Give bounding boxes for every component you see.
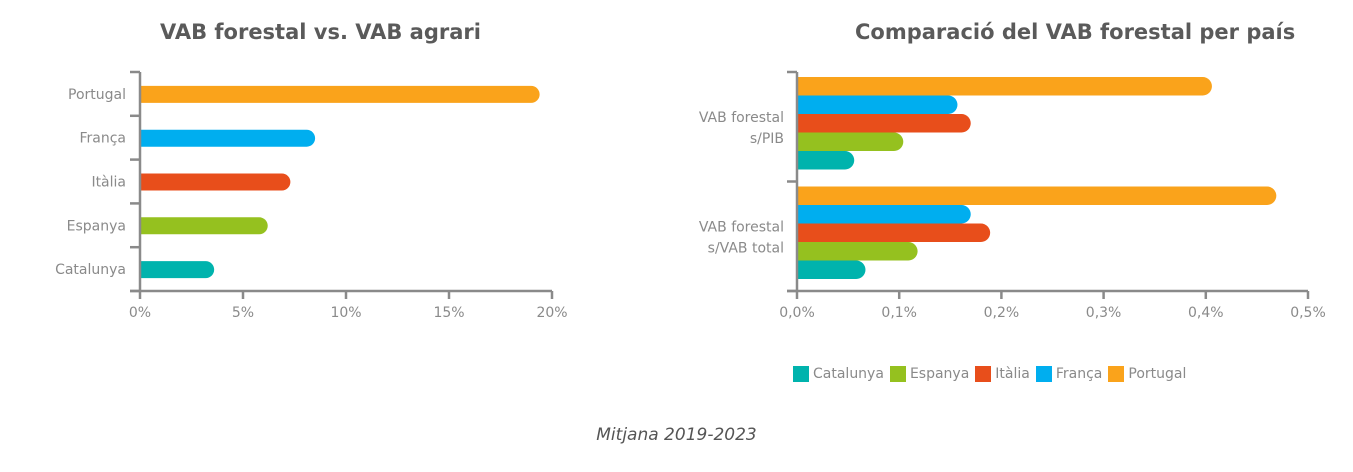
category-label: s/PIB bbox=[750, 131, 784, 147]
legend-label: França bbox=[1055, 366, 1103, 382]
bar-frança-vab-total bbox=[797, 205, 971, 224]
category-label: França bbox=[79, 131, 126, 147]
legend-label: Espanya bbox=[909, 366, 970, 382]
x-tick-label: 0,0% bbox=[779, 305, 815, 321]
category-label: VAB forestal bbox=[699, 219, 784, 235]
x-tick-label: 0,3% bbox=[1086, 305, 1122, 321]
x-tick-label: 0,1% bbox=[881, 305, 917, 321]
x-tick-label: 0,4% bbox=[1188, 305, 1224, 321]
bar-portugal-vab-total bbox=[797, 186, 1277, 205]
legend-swatch bbox=[1108, 366, 1125, 382]
legend-item-catalunya: Catalunya bbox=[793, 366, 884, 382]
legend-swatch bbox=[975, 366, 992, 382]
category-label: Catalunya bbox=[55, 262, 126, 278]
x-tick-label: 10% bbox=[330, 305, 361, 321]
bar-itàlia-pib bbox=[797, 114, 971, 133]
category-label: s/VAB total bbox=[708, 240, 784, 256]
x-tick-label: 0% bbox=[129, 305, 151, 321]
legend-label: Portugal bbox=[1128, 366, 1187, 382]
x-tick-label: 0,5% bbox=[1290, 305, 1326, 321]
footer-note: Mitjana 2019-2023 bbox=[596, 425, 757, 445]
legend-item-espanya: Espanya bbox=[889, 366, 970, 382]
legend-swatch bbox=[889, 366, 906, 382]
category-label: Portugal bbox=[68, 87, 126, 103]
x-tick-label: 20% bbox=[536, 305, 567, 321]
bar-itàlia bbox=[140, 173, 291, 191]
category-label: Espanya bbox=[67, 218, 126, 234]
bar-catalunya bbox=[140, 261, 215, 279]
bar-portugal bbox=[140, 85, 540, 103]
category-label: Itàlia bbox=[91, 175, 126, 191]
bar-catalunya-pib bbox=[797, 151, 855, 170]
bar-espanya-vab-total bbox=[797, 242, 918, 261]
legend-item-portugal: Portugal bbox=[1108, 366, 1186, 382]
x-tick-label: 5% bbox=[232, 305, 254, 321]
bar-frança-pib bbox=[797, 95, 958, 114]
legend: Catalunya Espanya Itàlia França Portugal bbox=[793, 366, 1186, 382]
left-chart-title: VAB forestal vs. VAB agrari bbox=[160, 20, 481, 44]
bar-espanya bbox=[140, 217, 268, 235]
bar-portugal-pib bbox=[797, 77, 1212, 96]
x-tick-label: 0,2% bbox=[984, 305, 1020, 321]
bar-itàlia-vab-total bbox=[797, 223, 991, 242]
legend-item-frança: França bbox=[1035, 366, 1103, 382]
legend-item-itàlia: Itàlia bbox=[975, 366, 1030, 382]
bar-espanya-pib bbox=[797, 132, 904, 151]
x-tick-label: 15% bbox=[433, 305, 464, 321]
right-chart-title: Comparació del VAB forestal per país bbox=[855, 20, 1296, 44]
category-label: VAB forestal bbox=[699, 110, 784, 126]
legend-label: Catalunya bbox=[813, 366, 884, 382]
legend-swatch bbox=[793, 366, 809, 382]
legend-swatch bbox=[1035, 366, 1052, 382]
bar-catalunya-vab-total bbox=[797, 260, 866, 279]
bar-frança bbox=[140, 129, 316, 147]
legend-label: Itàlia bbox=[995, 366, 1030, 382]
